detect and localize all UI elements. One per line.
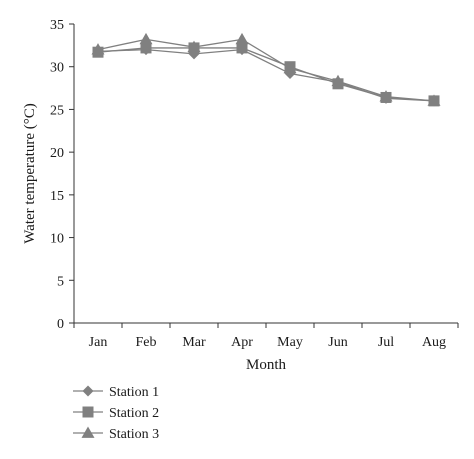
x-tick-label: Aug (422, 335, 446, 350)
x-tick-label: Jul (378, 335, 394, 350)
x-tick-label: Apr (231, 335, 253, 350)
data-point (427, 94, 441, 106)
x-ticks: Jan Feb Mar Apr May Jun Jul Aug (73, 323, 459, 350)
data-point (283, 61, 297, 74)
y-tick-label: 15 (50, 189, 64, 204)
legend-label: Station 2 (109, 406, 159, 421)
y-axis-label: Water temperature (°C) (22, 103, 38, 244)
series-layer (91, 32, 441, 107)
y-tick-label: 25 (50, 103, 64, 118)
data-point (187, 40, 201, 52)
legend-item: Station 2 (73, 406, 159, 421)
series-line (97, 47, 435, 102)
x-tick-label: Feb (136, 335, 157, 350)
data-point (139, 32, 153, 45)
legend: Station 1 Station 2 Station 3 (73, 385, 159, 442)
legend-label: Station 1 (109, 385, 159, 400)
legend-marker (82, 385, 94, 397)
x-tick-label: May (277, 335, 303, 350)
x-tick-label: Jan (89, 335, 108, 350)
x-tick-label: Mar (182, 335, 206, 350)
data-point (235, 32, 249, 45)
y-tick-label: 5 (57, 274, 64, 289)
y-tick-label: 20 (50, 146, 64, 161)
series-line (97, 38, 435, 102)
legend-marker (81, 426, 95, 438)
legend-label: Station 3 (109, 427, 159, 442)
data-point (140, 42, 152, 54)
data-point (379, 90, 393, 102)
x-tick-label: Jun (328, 335, 347, 350)
data-point (91, 43, 105, 55)
legend-marker (82, 406, 94, 418)
y-tick-label: 0 (57, 317, 64, 332)
axes (73, 24, 458, 324)
data-point (331, 74, 345, 87)
y-tick-label: 10 (50, 232, 64, 247)
legend-item: Station 1 (73, 385, 159, 400)
y-ticks: 0 5 10 15 20 25 30 35 (50, 18, 74, 332)
series-3 (91, 32, 441, 106)
data-point (236, 42, 248, 54)
y-tick-label: 35 (50, 18, 64, 33)
y-tick-label: 30 (50, 61, 64, 76)
x-axis-label: Month (246, 357, 287, 373)
legend-item: Station 3 (73, 426, 159, 442)
